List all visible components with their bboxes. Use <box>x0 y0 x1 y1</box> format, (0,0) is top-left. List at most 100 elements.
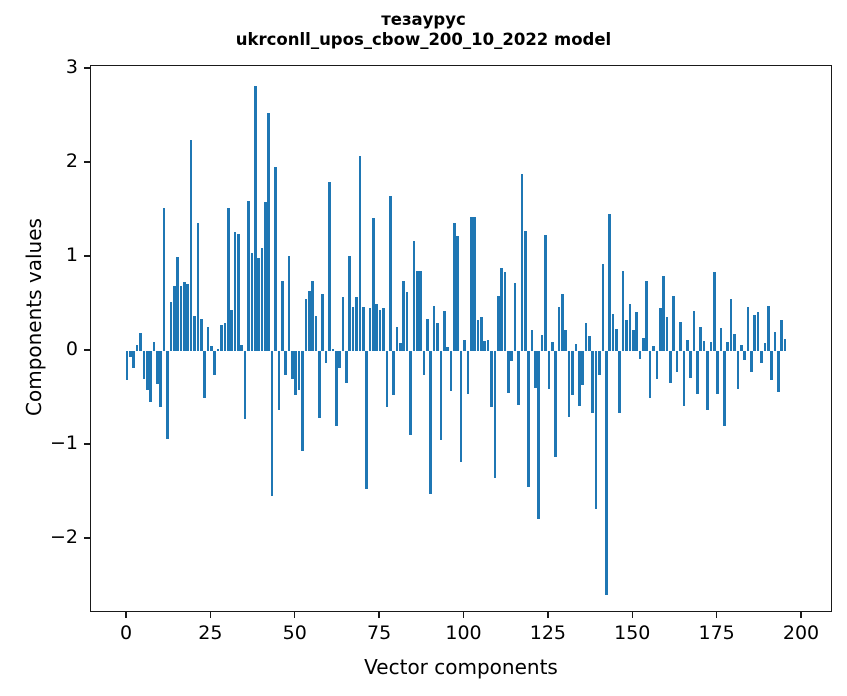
bar <box>166 351 169 440</box>
bar <box>442 310 446 351</box>
bar <box>513 283 517 351</box>
bar <box>297 351 301 390</box>
chart-title-line-2: ukrconll_upos_cbow_200_10_2022 model <box>235 30 612 49</box>
bar <box>223 322 227 351</box>
bar <box>567 351 571 417</box>
x-tick-mark <box>715 612 718 618</box>
bar <box>176 257 179 351</box>
bar <box>500 268 503 351</box>
bar <box>422 351 426 375</box>
bar <box>193 316 196 351</box>
bar <box>716 351 719 395</box>
bar <box>324 351 328 364</box>
bar <box>621 271 625 351</box>
x-tick-mark <box>294 612 296 618</box>
bar <box>226 208 230 351</box>
bar <box>770 351 773 381</box>
bar <box>328 181 331 351</box>
bar <box>530 330 534 351</box>
y-tick-label: 3 <box>65 56 78 78</box>
x-tick-mark <box>462 612 465 618</box>
bar <box>220 324 223 351</box>
bar <box>368 307 372 351</box>
bar <box>270 351 274 496</box>
bar <box>760 351 763 364</box>
bar <box>432 305 436 351</box>
bar <box>156 351 159 384</box>
bar <box>561 293 564 351</box>
bar <box>196 223 200 351</box>
chart-title-line-1: тезаурус <box>381 10 466 29</box>
bar <box>294 351 298 396</box>
x-tick-label: 150 <box>614 622 651 644</box>
bar <box>550 341 554 351</box>
bar <box>243 351 247 419</box>
bar <box>685 339 689 351</box>
bar <box>463 339 466 351</box>
bar <box>712 272 716 351</box>
bar <box>453 223 456 351</box>
bar <box>739 345 743 351</box>
bar <box>702 340 706 351</box>
bar <box>591 351 595 414</box>
bar <box>756 312 760 351</box>
bar <box>598 351 601 375</box>
bar <box>361 306 365 351</box>
x-tick-mark <box>631 612 633 618</box>
bar <box>503 272 507 351</box>
bar <box>375 304 379 351</box>
bar <box>696 351 699 395</box>
bar <box>321 293 325 351</box>
bar <box>132 351 136 368</box>
bar <box>655 351 659 380</box>
bar <box>733 334 736 351</box>
bar <box>436 322 439 351</box>
bar <box>304 299 308 351</box>
bar <box>588 335 591 351</box>
x-tick-label: 200 <box>782 622 820 644</box>
bar <box>240 345 244 351</box>
bar <box>358 156 362 351</box>
bar <box>635 312 638 351</box>
y-tick-label: 2 <box>65 150 78 172</box>
bar <box>466 351 470 395</box>
bar <box>750 351 753 372</box>
bar <box>594 351 598 509</box>
bar <box>689 351 692 379</box>
bar <box>618 351 622 414</box>
bar <box>355 297 358 351</box>
bar <box>280 280 284 351</box>
bar <box>615 329 618 351</box>
bar <box>692 310 696 351</box>
bar <box>675 351 679 372</box>
bar <box>392 351 395 396</box>
bar <box>682 351 686 406</box>
bar <box>334 351 338 427</box>
x-tick-mark <box>547 612 549 618</box>
bar <box>672 295 676 351</box>
bar <box>658 307 662 351</box>
bar <box>247 200 250 351</box>
bar <box>382 307 385 351</box>
x-tick-label: 25 <box>198 622 223 644</box>
y-tick-mark <box>84 349 90 351</box>
bar <box>378 309 382 351</box>
bar <box>648 351 652 398</box>
bar <box>783 338 787 351</box>
bar <box>149 351 152 402</box>
bar <box>213 351 217 375</box>
bar <box>395 326 399 351</box>
bar <box>183 282 186 351</box>
x-tick-mark <box>209 612 212 618</box>
bar <box>486 339 490 351</box>
bar <box>476 319 480 351</box>
bar <box>449 351 453 392</box>
bar <box>287 256 291 351</box>
bar <box>577 351 581 407</box>
bar <box>507 351 510 394</box>
bar <box>608 213 611 351</box>
bar <box>469 216 473 351</box>
bar <box>351 306 355 351</box>
bar <box>520 174 524 351</box>
